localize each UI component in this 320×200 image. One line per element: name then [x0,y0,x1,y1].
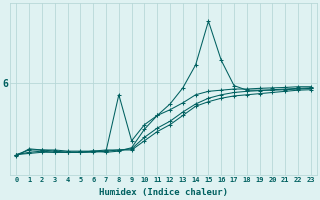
X-axis label: Humidex (Indice chaleur): Humidex (Indice chaleur) [99,188,228,197]
